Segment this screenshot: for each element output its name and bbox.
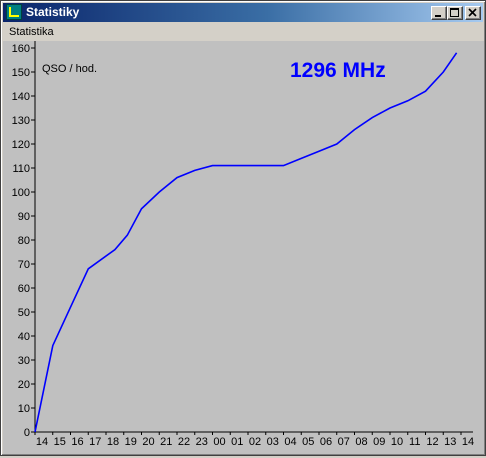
x-tick-label: 13 [444, 436, 456, 448]
y-tick-label: 0 [24, 427, 30, 439]
close-icon [468, 8, 477, 17]
x-tick-label: 21 [160, 436, 172, 448]
x-tick-label: 14 [36, 436, 48, 448]
x-axis: 14 15 16 17 18 19 20 21 22 23 00 01 02 03 04 05 06 07 08 09… [34, 432, 474, 448]
window-title: Statistiky [26, 5, 80, 19]
y-tick-label: 40 [18, 331, 30, 343]
y-tick-label: 90 [18, 211, 30, 223]
y-axis: 0 10 20 30 40 50 60 70 80 90 100 110 120 130 140 150 160 [12, 43, 35, 439]
x-tick-label: 02 [249, 436, 261, 448]
close-button[interactable] [465, 6, 481, 20]
series-line [34, 52, 458, 433]
x-tick-label: 22 [178, 436, 190, 448]
app-chart-icon[interactable] [6, 4, 22, 20]
x-tick-label: 07 [338, 436, 350, 448]
x-tick-label: 18 [107, 436, 119, 448]
y-tick-label: 140 [12, 91, 30, 103]
title-bar[interactable]: Statistiky [3, 3, 483, 22]
maximize-icon [450, 8, 459, 17]
y-tick-label: 100 [12, 187, 30, 199]
chart-panel: 0 10 20 30 40 50 60 70 80 90 100 110 120 130 140 150 160… [3, 41, 484, 454]
y-tick-label: 160 [12, 43, 30, 55]
x-tick-label: 20 [142, 436, 154, 448]
x-tick-label: 11 [409, 436, 420, 448]
y-tick-label: 130 [12, 115, 30, 127]
x-tick-label: 19 [125, 436, 137, 448]
minimize-icon [435, 15, 441, 17]
minimize-button[interactable] [431, 6, 447, 20]
x-tick-label: 04 [284, 436, 296, 448]
y-tick-label: 30 [18, 355, 30, 367]
qso-rate-chart: 0102030405060708090100110120130140150160… [12, 41, 474, 448]
x-tick-label: 05 [302, 436, 314, 448]
x-tick-label: 15 [54, 436, 66, 448]
y-tick-label: 70 [18, 259, 30, 271]
y-axis-label: QSO / hod. [42, 63, 97, 75]
y-tick-label: 60 [18, 283, 30, 295]
chart-title: 1296 MHz [290, 59, 386, 82]
x-tick-label: 06 [320, 436, 332, 448]
y-tick-label: 20 [18, 379, 30, 391]
menu-bar: Statistika [3, 23, 483, 41]
y-tick-label: 50 [18, 307, 30, 319]
x-tick-label: 16 [71, 436, 83, 448]
x-tick-label: 01 [231, 436, 243, 448]
y-tick-label: 80 [18, 235, 30, 247]
y-tick-label: 150 [12, 67, 30, 79]
maximize-button[interactable] [447, 6, 463, 20]
x-tick-label: 00 [213, 436, 225, 448]
x-tick-label: 12 [426, 436, 438, 448]
x-tick-label: 23 [196, 436, 208, 448]
x-tick-label: 08 [355, 436, 367, 448]
x-tick-label: 09 [373, 436, 385, 448]
x-tick-label: 03 [267, 436, 279, 448]
x-tick-label: 14 [462, 436, 474, 448]
x-tick-label: 17 [89, 436, 101, 448]
menu-item-statistika[interactable]: Statistika [9, 26, 54, 38]
y-tick-label: 120 [12, 139, 30, 151]
y-tick-label: 110 [12, 163, 30, 175]
x-tick-label: 10 [391, 436, 403, 448]
y-tick-label: 10 [18, 403, 30, 415]
